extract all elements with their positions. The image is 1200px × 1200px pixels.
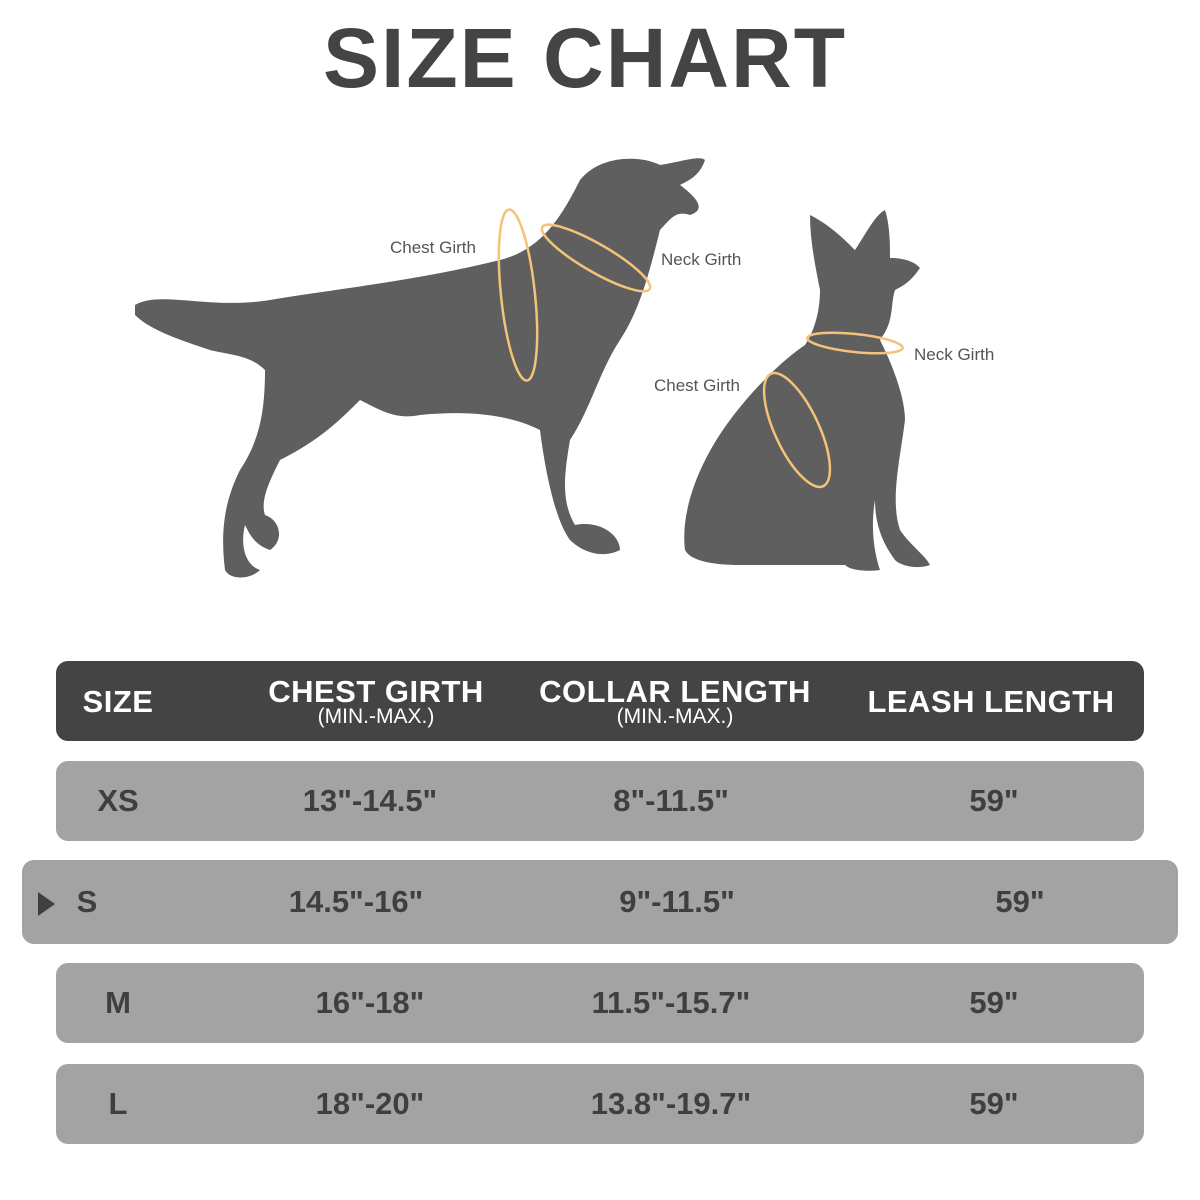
table-row-m[interactable]: M 16"-18" 11.5"-15.7" 59" [56, 963, 1144, 1043]
cell-size: S [76, 884, 98, 919]
large-dog-neck-label: Neck Girth [661, 250, 742, 269]
cell-chest: 14.5"-16" [288, 884, 424, 919]
small-dog-silhouette [684, 210, 930, 571]
small-neck-girth-line [806, 331, 904, 355]
cell-chest: 13"-14.5" [302, 783, 438, 818]
large-dog-chest-label: Chest Girth [390, 238, 476, 257]
header-collar-label: COLLAR LENGTH [539, 674, 811, 709]
header-leash-length: LEASH LENGTH [846, 684, 1136, 719]
table-row-xs[interactable]: XS 13"-14.5" 8"-11.5" 59" [56, 761, 1144, 841]
header-size-label: SIZE [82, 684, 154, 719]
dog-silhouettes [135, 158, 930, 578]
header-chest-label: CHEST GIRTH [268, 674, 484, 709]
large-chest-girth-line [497, 208, 539, 382]
cell-leash: 59" [969, 783, 1019, 818]
dog-illustration: Chest Girth Neck Girth Chest Girth Neck … [0, 140, 1200, 600]
cell-size: M [105, 985, 131, 1020]
large-neck-girth-line [540, 223, 652, 293]
cell-collar: 11.5"-15.7" [591, 985, 751, 1020]
cell-size: XS [97, 783, 139, 818]
table-header: SIZE CHEST GIRTH (MIN.-MAX.) COLLAR LENG… [56, 661, 1144, 741]
cell-leash: 59" [969, 985, 1019, 1020]
small-dog-neck-label: Neck Girth [914, 345, 995, 364]
cell-size: L [108, 1086, 128, 1121]
cell-leash: 59" [995, 884, 1045, 919]
cell-collar: 13.8"-19.7" [590, 1086, 752, 1121]
cell-collar: 8"-11.5" [613, 783, 729, 818]
large-dog-silhouette [135, 158, 705, 578]
header-leash-label: LEASH LENGTH [867, 684, 1115, 719]
cell-chest: 18"-20" [315, 1086, 425, 1121]
cell-collar: 9"-11.5" [619, 884, 735, 919]
small-dog-chest-label: Chest Girth [654, 376, 740, 395]
small-chest-girth-line [762, 371, 832, 489]
cell-chest: 16"-18" [315, 985, 425, 1020]
cell-leash: 59" [969, 1086, 1019, 1121]
table-row-l[interactable]: L 18"-20" 13.8"-19.7" 59" [56, 1064, 1144, 1144]
header-chest-girth: CHEST GIRTH (MIN.-MAX.) [236, 674, 516, 728]
header-size: SIZE [56, 684, 180, 719]
header-collar-length: COLLAR LENGTH (MIN.-MAX.) [516, 674, 834, 728]
measure-lines [497, 208, 904, 489]
page-title: SIZE CHART [323, 11, 847, 105]
header-chest-sub: (MIN.-MAX.) [317, 705, 435, 728]
selected-arrow-icon [38, 892, 55, 916]
header-collar-sub: (MIN.-MAX.) [616, 705, 734, 728]
table-row-s-selected[interactable]: S 14.5"-16" 9"-11.5" 59" [22, 860, 1178, 944]
